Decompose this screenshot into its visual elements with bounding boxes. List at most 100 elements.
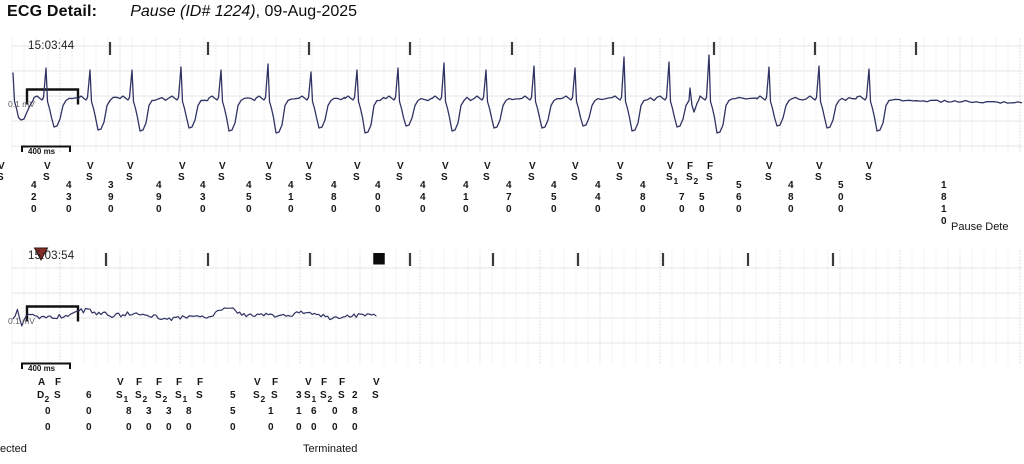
- beat-sub-digit: 1: [311, 393, 317, 404]
- time-ticks-strip1: [108, 42, 918, 55]
- rr-interval-digit: 0: [699, 204, 705, 215]
- episode-name: Pause (ID# 1224): [130, 3, 256, 20]
- rr-interval-digit: 0: [45, 406, 51, 417]
- tick-mark: [307, 42, 311, 55]
- scale-bracket-strip2: [21, 362, 71, 369]
- rr-interval-digit: 0: [352, 422, 358, 433]
- beat-label: S: [815, 172, 822, 183]
- grid-strip1: [11, 38, 1023, 152]
- rr-interval-digit: 6: [736, 192, 742, 203]
- rr-interval-digit: 8: [640, 192, 646, 203]
- rr-interval-digit: 5: [838, 180, 844, 191]
- beat-label-top: V: [667, 161, 674, 172]
- beat-sub-digit: 2: [327, 393, 333, 404]
- rr-interval-digit: 4: [31, 180, 37, 191]
- rr-interval-digit: 0: [311, 422, 317, 433]
- ecg-waveform-strip2: [12, 307, 377, 327]
- rr-interval-digit: 0: [463, 204, 469, 215]
- rr-interval-digit: 0: [200, 204, 206, 215]
- rr-interval-digit: 0: [230, 422, 236, 433]
- beat-label-top: F: [55, 377, 62, 388]
- beat-label: S: [304, 390, 311, 401]
- beat-label-top: V: [484, 161, 491, 172]
- beat-label-top: V: [617, 161, 624, 172]
- beat-label-top: F: [707, 161, 714, 172]
- rr-interval-digit: 0: [595, 204, 601, 215]
- rr-interval-digit: 7: [506, 192, 512, 203]
- beat-label: S: [528, 172, 535, 183]
- beat-label-top: F: [197, 377, 204, 388]
- beat-label-top: V: [572, 161, 579, 172]
- detected-label-cutoff: ected: [0, 443, 27, 455]
- rr-interval-digit: 3: [166, 406, 172, 417]
- rr-interval-digit: 3: [108, 180, 114, 191]
- beat-sub-digit: 1: [123, 393, 129, 404]
- rr-interval-digit: 0: [838, 192, 844, 203]
- rr-interval-digit: 0: [288, 204, 294, 215]
- beat-label: S: [706, 172, 713, 183]
- tick-mark: [611, 42, 615, 55]
- beat-label: S: [175, 390, 182, 401]
- rr-interval-digit: 0: [126, 422, 132, 433]
- beat-label: S: [372, 390, 379, 401]
- beat-label: S: [0, 172, 4, 183]
- rr-interval-digit: 6: [311, 406, 317, 417]
- beat-label: S: [265, 172, 272, 183]
- rr-interval-digit: 0: [31, 204, 37, 215]
- tick-mark: [206, 253, 210, 266]
- beat-label-top: F: [321, 377, 328, 388]
- rr-interval-digit: 6: [86, 390, 92, 401]
- rr-interval-digit: 1: [941, 180, 947, 191]
- episode-end-square-marker: [373, 253, 385, 265]
- strip1-calibration-label: 0.1 mV: [8, 99, 35, 109]
- rr-interval-digit: 4: [506, 180, 512, 191]
- beat-label-top: F: [136, 377, 143, 388]
- beat-label-top: V: [373, 377, 380, 388]
- beat-label: S: [54, 390, 61, 401]
- beat-label-top: V: [354, 161, 361, 172]
- beat-label-top: V: [305, 377, 312, 388]
- rr-interval-digit: 1: [463, 192, 469, 203]
- rr-interval-digit: 0: [506, 204, 512, 215]
- rr-interval-digit: 1: [268, 406, 274, 417]
- rr-interval-digit: 0: [420, 204, 426, 215]
- rr-interval-digit: 9: [108, 192, 114, 203]
- rr-interval-digit: 0: [788, 204, 794, 215]
- tick-mark: [308, 253, 312, 266]
- rr-interval-digit: 4: [420, 192, 426, 203]
- strip2-timestamp: 15:03:54: [28, 250, 75, 262]
- calibration-bracket-strip2: [25, 305, 80, 322]
- beat-label: S: [126, 172, 133, 183]
- rr-interval-digit: 8: [788, 192, 794, 203]
- beat-label-top: V: [117, 377, 124, 388]
- beat-label: S: [353, 172, 360, 183]
- rr-interval-digit: 3: [146, 406, 152, 417]
- beat-label-top: V: [254, 377, 261, 388]
- rr-interval-digit: 0: [166, 422, 172, 433]
- rr-interval-digit: 4: [156, 180, 162, 191]
- rr-interval-digit: 4: [788, 180, 794, 191]
- rr-interval-digit: 4: [331, 180, 337, 191]
- tick-mark: [510, 42, 514, 55]
- rr-interval-digit: 0: [86, 406, 92, 417]
- beat-sub-digit: 1: [182, 393, 188, 404]
- rr-interval-digit: 0: [108, 204, 114, 215]
- beat-label-top: V: [397, 161, 404, 172]
- rr-interval-digit: 0: [640, 204, 646, 215]
- beat-label-top: V: [219, 161, 226, 172]
- rr-interval-digit: 4: [375, 180, 381, 191]
- rr-interval-digit: 0: [838, 204, 844, 215]
- rr-interval-digit: 4: [551, 180, 557, 191]
- rr-interval-digit: 0: [331, 204, 337, 215]
- rr-interval-digit: 8: [352, 406, 358, 417]
- beat-label-top: V: [127, 161, 134, 172]
- beat-label-top: V: [766, 161, 773, 172]
- pause-detected-label: Pause Dete: [951, 221, 1009, 233]
- rr-interval-digit: 5: [736, 180, 742, 191]
- rr-interval-digit: 0: [156, 204, 162, 215]
- beat-sub-digit: 2: [162, 393, 168, 404]
- beat-label: S: [765, 172, 772, 183]
- strip1-timestamp: 15:03:44: [28, 40, 75, 52]
- rr-interval-digit: 4: [288, 180, 294, 191]
- rr-interval-digit: 0: [268, 422, 274, 433]
